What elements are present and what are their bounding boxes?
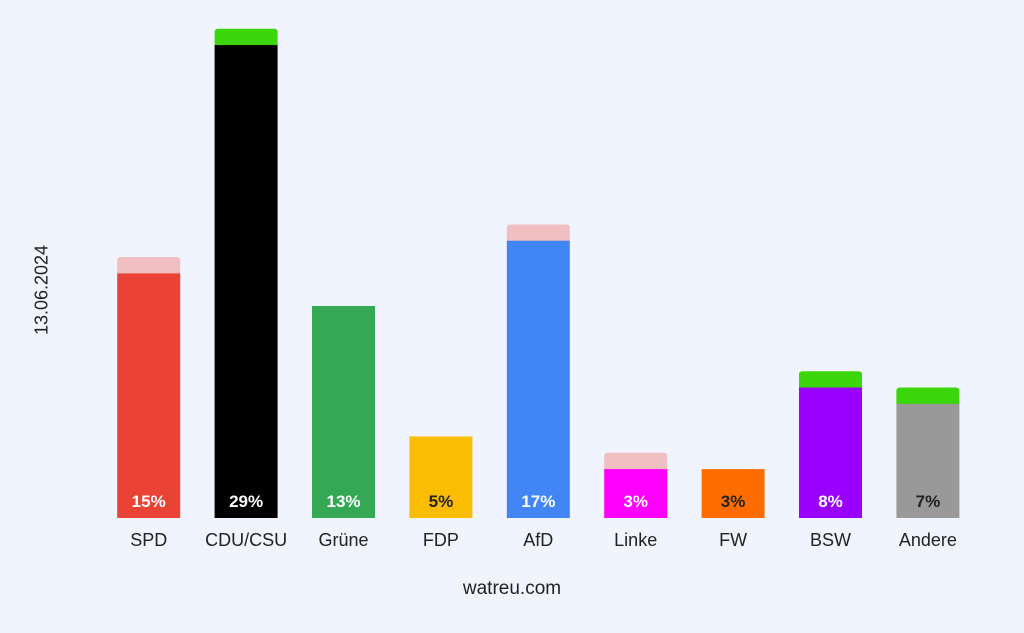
source-label: watreu.com bbox=[462, 578, 562, 599]
bar bbox=[312, 305, 375, 518]
bar bbox=[214, 45, 278, 519]
x-tick-label: CDU/CSU bbox=[205, 530, 287, 550]
bar bbox=[799, 387, 862, 518]
x-tick-label: FW bbox=[719, 530, 747, 550]
x-tick-label: AfD bbox=[523, 530, 553, 550]
bar-loss-segment bbox=[506, 224, 570, 244]
bar-value-label: 29% bbox=[229, 492, 263, 511]
x-tick-label: FDP bbox=[423, 530, 459, 550]
bar-gain-segment bbox=[799, 371, 862, 391]
x-tick-label: Linke bbox=[614, 530, 657, 550]
x-tick-label: Andere bbox=[899, 530, 957, 550]
bar-value-label: 17% bbox=[521, 492, 555, 511]
bar-value-label: 13% bbox=[326, 492, 360, 511]
bar bbox=[701, 469, 765, 518]
x-tick-label: SPD bbox=[130, 530, 167, 550]
bar-gain-segment bbox=[896, 387, 960, 407]
bar-gain-segment bbox=[214, 28, 278, 49]
bar bbox=[506, 240, 570, 518]
bar-value-label: 3% bbox=[623, 492, 648, 511]
bar bbox=[409, 436, 473, 518]
bar-loss-segment bbox=[604, 452, 668, 473]
bar bbox=[896, 403, 960, 518]
bar bbox=[117, 273, 181, 518]
x-tick-label: BSW bbox=[810, 530, 851, 550]
x-tick-label: Grüne bbox=[318, 530, 368, 550]
bar bbox=[604, 469, 668, 518]
bar-value-label: 3% bbox=[721, 492, 746, 511]
bar-loss-segment bbox=[117, 257, 181, 277]
bar-value-label: 5% bbox=[429, 492, 454, 511]
bar-value-label: 8% bbox=[818, 492, 843, 511]
bar-value-label: 15% bbox=[132, 492, 166, 511]
y-axis-label: 13.06.2024 bbox=[31, 244, 52, 336]
bar-value-label: 7% bbox=[916, 492, 941, 511]
